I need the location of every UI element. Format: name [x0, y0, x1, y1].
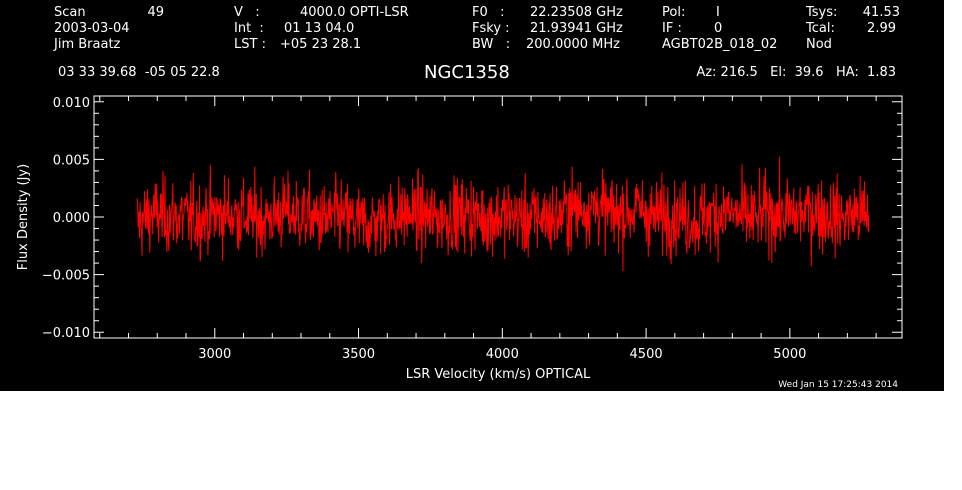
f0-value: 22.23508 GHz: [530, 5, 623, 20]
ra-dec-coordinates: 03 33 39.68 -05 05 22.8: [58, 65, 220, 80]
az-el-ha: Az: 216.5 El: 39.6 HA: 1.83: [696, 65, 896, 80]
x-tick-label: 3000: [198, 347, 231, 362]
y-tick-label: −0.005: [42, 269, 90, 284]
lst-value: +05 23 28.1: [280, 37, 362, 52]
obs-date: 2003-03-04: [54, 21, 130, 36]
polarization-value: I: [716, 5, 720, 20]
tsys-value: 41.53: [862, 5, 900, 20]
series-line: [136, 156, 870, 272]
fsky-value: 21.93941 GHz: [530, 21, 623, 36]
x-axis-title: LSR Velocity (km/s) OPTICAL: [406, 367, 591, 382]
if-label: IF :: [662, 21, 682, 36]
integration-label: Int :: [234, 21, 264, 36]
x-tick-label: 5000: [773, 347, 806, 362]
y-axis-title: Flux Density (Jy): [16, 164, 31, 270]
velocity-label: V :: [234, 5, 260, 20]
x-tick-label: 3500: [342, 347, 375, 362]
observer-name: Jim Braatz: [54, 37, 121, 52]
tcal-label: Tcal:: [806, 21, 835, 36]
fsky-label: Fsky :: [472, 21, 510, 36]
if-value: 0: [714, 21, 723, 36]
tsys-label: Tsys:: [806, 5, 838, 20]
bandwidth-value: 200.0000 MHz: [526, 37, 620, 52]
scan-value: 49: [147, 5, 164, 20]
lst-label: LST :: [234, 37, 266, 52]
scan-label: Scan: [54, 5, 86, 20]
y-tick-label: −0.010: [42, 326, 90, 341]
project-id: AGBT02B_018_02: [662, 37, 778, 52]
y-tick-label: 0.010: [53, 96, 90, 111]
tcal-value: 2.99: [867, 21, 896, 36]
x-tick-label: 4500: [630, 347, 663, 362]
spectrum-chart: 3000 3500 4000 4500 5000 −0.010 −0.005 0.000 0.0…: [16, 95, 903, 382]
x-tick-label: 4000: [486, 347, 519, 362]
y-tick-label: 0.005: [53, 153, 90, 168]
velocity-value: 4000.0 OPTI-LSR: [300, 5, 409, 20]
f0-label: F0 :: [472, 5, 505, 20]
integration-value: 01 13 04.0: [284, 21, 355, 36]
polarization-label: Pol:: [662, 5, 686, 20]
plot-panel: Scan 49 2003-03-04 Jim Braatz V : 4000.0…: [0, 0, 944, 391]
y-tick-label: 0.000: [53, 211, 90, 226]
timestamp: Wed Jan 15 17:25:43 2014: [778, 380, 898, 390]
procedure-name: Nod: [806, 37, 832, 52]
bandwidth-label: BW :: [472, 37, 511, 52]
source-name: NGC1358: [424, 62, 510, 83]
